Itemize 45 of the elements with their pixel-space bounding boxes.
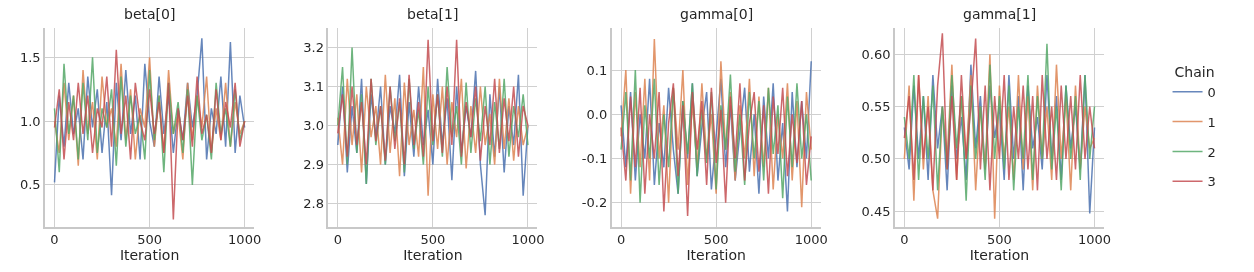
x-axis-title: Iteration [969,247,1030,264]
x-tick-label: 0 [900,232,909,248]
y-tick-label: 0.50 [861,151,891,167]
legend-label: 2 [1207,144,1216,160]
y-tick-label: 0.60 [861,46,891,62]
y-tick-label: 0.5 [19,177,41,193]
legend-label: 1 [1207,114,1216,130]
y-tick-label: 3.1 [303,79,324,95]
x-axis-title: Iteration [119,247,180,264]
y-tick-label: 0.0 [586,106,608,122]
x-tick-label: 500 [137,232,162,248]
x-tick-label: 1000 [794,232,828,248]
x-tick-label: 0 [50,232,59,248]
chart-title: gamma[0] [680,6,754,22]
legend-label: 0 [1207,84,1216,100]
y-tick-label: 1.0 [19,113,41,129]
line-series [337,66,529,197]
y-tick-label: 0.55 [861,99,891,115]
x-tick-label: 0 [333,232,342,248]
chart-title: beta[1] [407,6,459,22]
legend-label: 3 [1207,174,1216,190]
chart-title: gamma[1] [963,6,1037,22]
y-tick-label: 3.0 [303,118,324,134]
x-tick-label: 500 [420,232,446,248]
line-series [620,82,812,217]
x-axis-title: Iteration [403,247,463,264]
x-axis-title: Iteration [686,247,746,264]
x-tick-label: 500 [703,232,729,248]
y-tick-label: 1.5 [19,49,41,65]
x-tick-label: 1000 [511,232,545,248]
legend-title: Chain [1174,63,1215,80]
y-tick-label: 2.8 [303,196,324,212]
x-tick-label: 1000 [228,232,262,248]
y-tick-label: 0.1 [586,62,608,78]
x-tick-label: 1000 [1077,232,1112,248]
x-tick-label: 0 [616,232,626,248]
y-tick-label: -0.2 [581,195,608,211]
y-tick-label: 3.2 [303,40,324,56]
y-tick-label: -0.1 [581,151,608,167]
x-tick-label: 500 [987,232,1012,248]
y-tick-label: 2.9 [303,157,324,173]
line-series [337,38,529,166]
y-tick-label: 0.45 [861,203,891,219]
line-series [53,48,246,221]
chart-title: beta[0] [124,6,176,22]
